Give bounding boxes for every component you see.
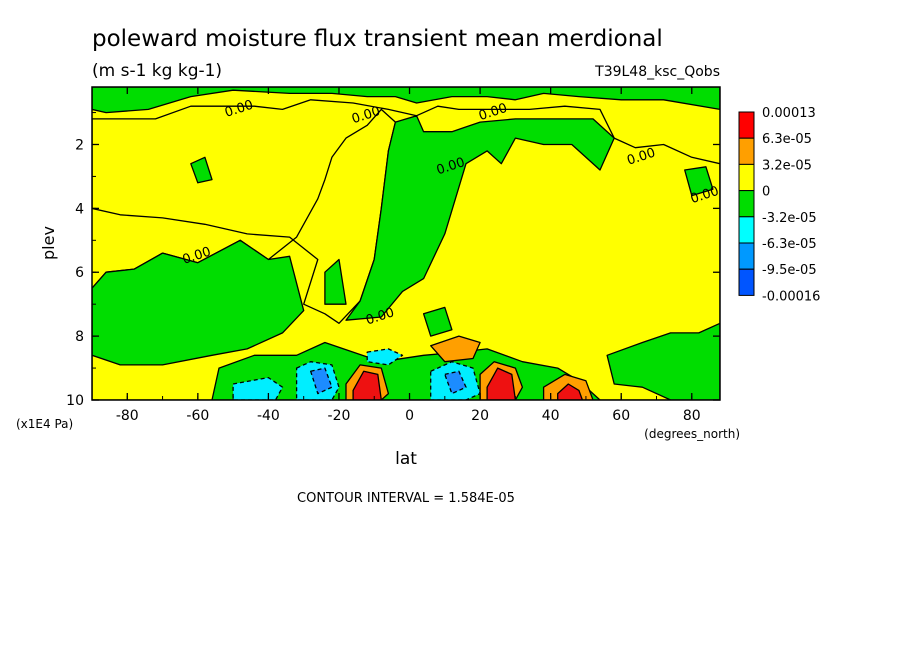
- legend-label: 3.2e-05: [762, 158, 812, 173]
- x-tick-label: 60: [612, 408, 630, 424]
- x-tick-label: -40: [257, 408, 280, 424]
- contour-region-green: [422, 306, 453, 337]
- contour-region-green: [92, 87, 720, 114]
- contour-region-green: [190, 156, 213, 184]
- legend-label: -9.5e-05: [762, 263, 817, 278]
- contour-region-red: [486, 367, 517, 400]
- legend-swatch: [738, 190, 755, 218]
- legend-label: -3.2e-05: [762, 211, 817, 226]
- contour-region-red: [352, 370, 382, 400]
- contour-interval-note: CONTOUR INTERVAL = 1.584E-05: [297, 491, 515, 506]
- legend-label: -0.00016: [762, 289, 820, 304]
- contour-region-blue: [444, 370, 467, 395]
- y-tick-label: 4: [75, 201, 84, 217]
- legend-swatch: [738, 242, 755, 270]
- legend-label: 0: [762, 185, 770, 200]
- contour-region-orange: [430, 335, 481, 363]
- y-axis-label: plev: [39, 226, 58, 260]
- x-axis-units: (degrees_north): [644, 427, 740, 441]
- legend-swatch: [738, 268, 755, 296]
- chart-title: poleward moisture flux transient mean me…: [92, 26, 663, 52]
- x-axis: -80 -60 -40 -20 0 20 40 60 80: [91, 87, 701, 424]
- x-tick-label: 20: [471, 408, 489, 424]
- contour-region-green: [92, 239, 305, 366]
- plot-frame: [91, 86, 721, 401]
- contour-region-green: [324, 258, 347, 305]
- legend-swatch: [738, 216, 755, 244]
- chart-units: (m s-1 kg kg-1): [92, 61, 222, 81]
- x-tick-label: -20: [328, 408, 351, 424]
- y-tick-label: 10: [66, 393, 84, 409]
- contour-region-cyan: [366, 348, 404, 366]
- y-tick-label: 2: [75, 137, 84, 153]
- legend-swatch: [738, 111, 755, 139]
- legend-swatch: [738, 163, 755, 192]
- contour-fill-layer: [92, 87, 720, 400]
- y-axis: 2 4 6 8 10: [66, 112, 720, 409]
- x-tick-label: 40: [542, 408, 560, 424]
- contour-region-green: [606, 322, 720, 400]
- contour-region-blue: [310, 367, 333, 395]
- legend-label: -6.3e-05: [762, 237, 817, 252]
- x-tick-label: 80: [683, 408, 701, 424]
- y-tick-label: 8: [75, 329, 84, 345]
- x-tick-label: -80: [116, 408, 139, 424]
- x-axis-label: lat: [395, 449, 417, 469]
- contour-region-green: [684, 166, 714, 197]
- dataset-label: T39L48_ksc_Qobs: [594, 64, 720, 80]
- legend-swatch: [738, 137, 755, 165]
- legend-label: 6.3e-05: [762, 132, 812, 147]
- y-axis-units: (x1E4 Pa): [16, 417, 73, 431]
- contour-region-green: [345, 115, 615, 321]
- legend-label: 0.00013: [762, 106, 816, 121]
- color-legend: 0.00013 6.3e-05 3.2e-05 0 -3.2e-05 -6.3e-05 -9…: [738, 106, 820, 304]
- x-tick-label: 0: [405, 408, 414, 424]
- contour-region-red: [557, 383, 584, 400]
- x-tick-label: -60: [186, 408, 209, 424]
- plot-area: 0.00 0.00 0.000.000.000.000.000.00: [91, 86, 721, 401]
- y-tick-label: 6: [75, 265, 84, 281]
